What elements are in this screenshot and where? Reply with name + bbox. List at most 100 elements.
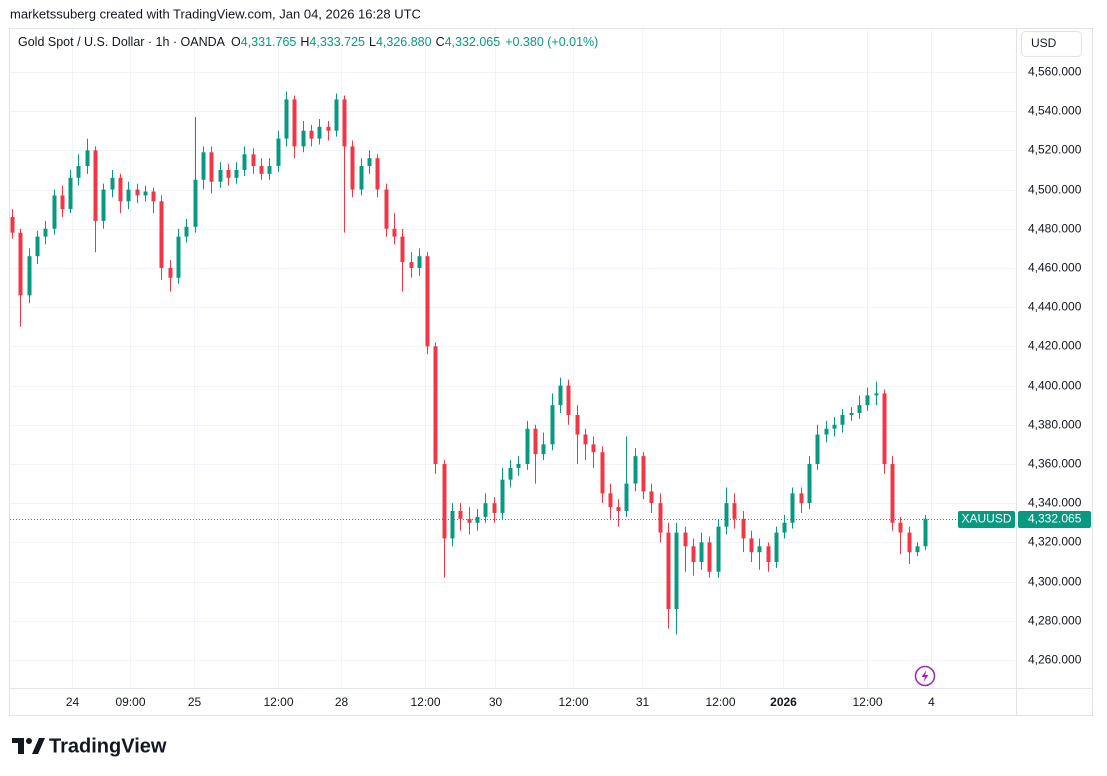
logo-dot [26, 738, 32, 744]
x-tick-label: 12:00 [558, 695, 588, 709]
candle-body [259, 166, 264, 174]
x-tick-label: 12:00 [852, 695, 882, 709]
y-tick-label: 4,460.000 [1028, 261, 1082, 275]
x-tick-label: 12:00 [263, 695, 293, 709]
candle-body [483, 503, 488, 517]
candle-body [417, 256, 422, 268]
candle-body [741, 518, 746, 539]
candle-body [276, 138, 281, 167]
candle-body [450, 511, 455, 539]
y-tick-label: 4,500.000 [1028, 183, 1082, 197]
candle-body [27, 256, 32, 296]
candle-body [550, 405, 555, 445]
candle-body [193, 179, 198, 227]
price-tag [1018, 511, 1091, 528]
candle-body [18, 232, 23, 296]
candle-body [267, 166, 272, 174]
candle-body [840, 414, 845, 425]
candle-body [699, 542, 704, 562]
y-tick-label: 4,420.000 [1028, 339, 1082, 353]
ohlc-value: 4,331.765 [241, 35, 297, 49]
candle-body [898, 522, 903, 533]
x-tick-label: 24 [66, 695, 80, 709]
y-tick-label: 4,380.000 [1028, 418, 1082, 432]
candle-body [159, 201, 164, 268]
candles [10, 91, 928, 635]
symbol-tag-label: XAUUSD [961, 512, 1011, 526]
ohlc-label: O [231, 35, 241, 49]
candle-body [10, 216, 15, 233]
candle-body [608, 493, 613, 508]
candle-body [583, 434, 588, 445]
candle-body [359, 166, 364, 190]
candle-body [807, 463, 812, 504]
y-tick-label: 4,540.000 [1028, 104, 1082, 118]
candle-body [151, 191, 156, 202]
candle-body [649, 491, 654, 504]
candle-body [43, 228, 48, 237]
candle-body [500, 479, 505, 513]
x-tick-label: 12:00 [705, 695, 735, 709]
candle-body [292, 99, 297, 147]
candle-body [624, 483, 629, 512]
y-tick-label: 4,280.000 [1028, 614, 1082, 628]
candle-body [732, 503, 737, 519]
candle-body [516, 463, 521, 468]
price-tag-label: 4,332.065 [1028, 512, 1082, 526]
currency-button[interactable] [1021, 31, 1082, 57]
y-tick-label: 4,260.000 [1028, 653, 1082, 667]
candle-body [799, 493, 804, 504]
candle-body [400, 236, 405, 263]
candle-body [68, 177, 73, 210]
candle-body [168, 267, 173, 278]
candle-body [458, 511, 463, 519]
candle-body [85, 150, 90, 167]
y-tick-label: 4,360.000 [1028, 457, 1082, 471]
candle-body [226, 169, 231, 178]
candle-body [832, 424, 837, 429]
candle-body [591, 444, 596, 453]
y-tick-label: 4,320.000 [1028, 535, 1082, 549]
symbol-tag [958, 511, 1015, 528]
lightning-glyph [921, 670, 929, 682]
ohlc-label: C [436, 35, 445, 49]
candle-body [707, 542, 712, 572]
candle-body [392, 228, 397, 237]
candle-body [691, 546, 696, 562]
candle-body [375, 158, 380, 190]
candle-body [857, 405, 862, 414]
candle-body [907, 532, 912, 553]
candle-body [118, 177, 123, 202]
ohlc-value: 4,332.065 [445, 35, 501, 49]
candle-body [209, 152, 214, 182]
candle-body [616, 507, 621, 512]
candle-body [284, 99, 289, 139]
ohlc-value: 4,333.725 [309, 35, 365, 49]
candle-body [234, 169, 239, 178]
x-tick-label: 30 [489, 695, 503, 709]
candle-body [558, 385, 563, 406]
candle-body [566, 385, 571, 415]
candle-body [724, 503, 729, 527]
symbol-title: Gold Spot / U.S. Dollar · 1h · OANDA [18, 35, 226, 49]
candle-body [301, 130, 306, 147]
logo [12, 738, 45, 754]
ohlc-label: L [369, 35, 376, 49]
candle-body [575, 414, 580, 435]
candle-body [218, 169, 223, 182]
y-tick-label: 4,560.000 [1028, 65, 1082, 79]
candle-body [350, 146, 355, 190]
y-tick-label: 4,520.000 [1028, 143, 1082, 157]
y-tick-label: 4,340.000 [1028, 496, 1082, 510]
candle-body [442, 463, 447, 539]
candle-body [101, 189, 106, 221]
candle-body [60, 195, 65, 210]
candle-body [923, 518, 928, 547]
y-tick-label: 4,440.000 [1028, 300, 1082, 314]
candle-body [849, 413, 854, 415]
x-tick-label: 12:00 [410, 695, 440, 709]
currency-label[interactable]: USD [1031, 36, 1057, 50]
candle-body [433, 346, 438, 464]
y-tick-label: 4,480.000 [1028, 222, 1082, 236]
candle-body [874, 393, 879, 396]
